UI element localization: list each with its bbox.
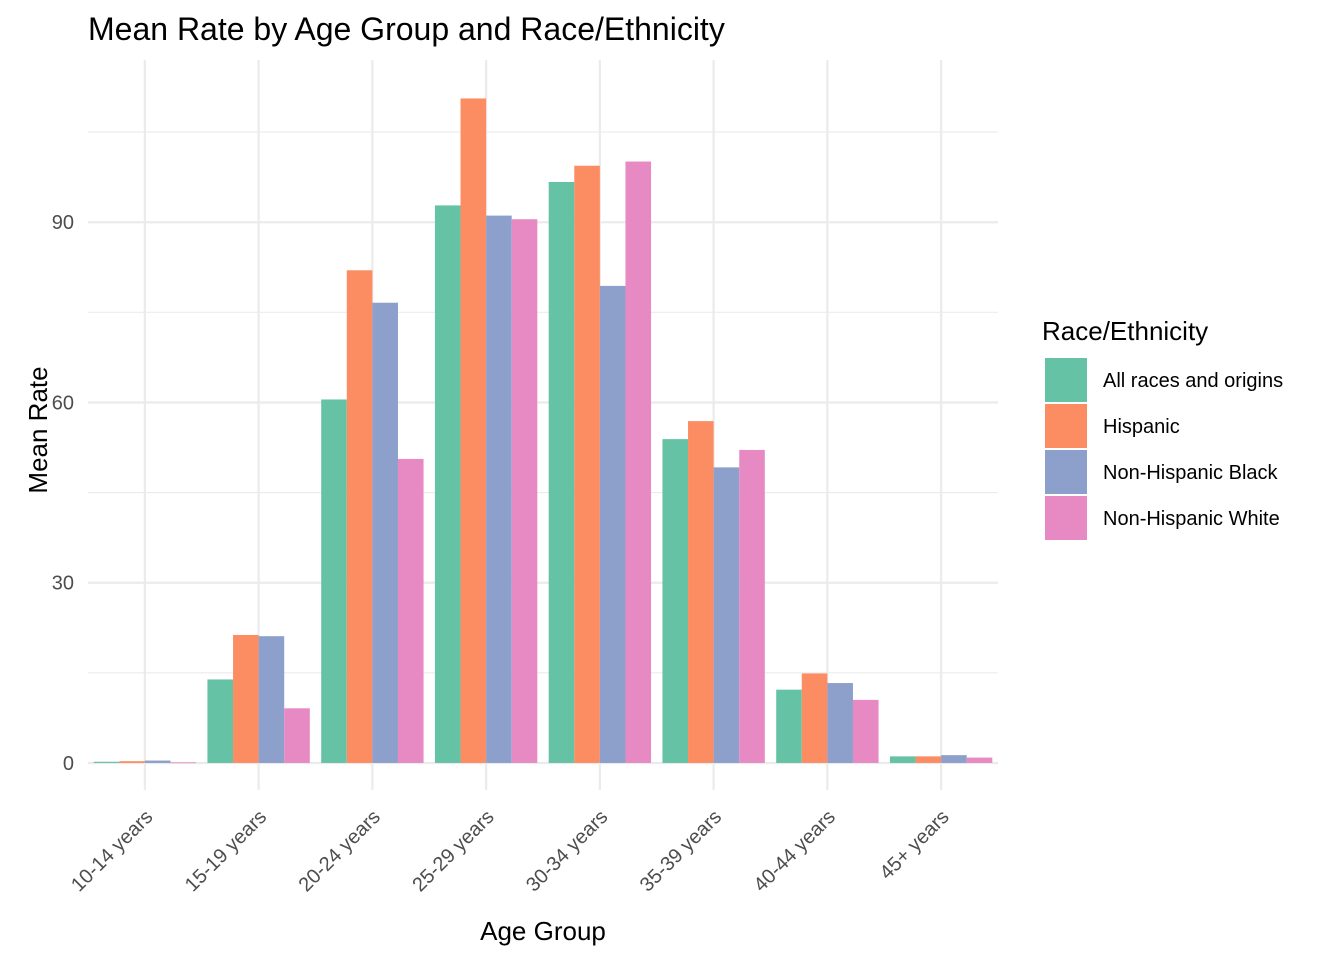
chart-title: Mean Rate by Age Group and Race/Ethnicit…: [88, 11, 725, 47]
bar: [966, 757, 993, 763]
bar: [434, 205, 461, 763]
bar: [574, 165, 600, 763]
legend-label: All races and origins: [1103, 370, 1283, 392]
x-tick-label: 20-24 years: [295, 806, 385, 896]
bars: [93, 98, 993, 764]
x-tick-label: 30-34 years: [522, 806, 612, 896]
legend-swatch: [1045, 358, 1087, 402]
bar: [119, 761, 145, 763]
y-tick-label: 90: [52, 212, 74, 234]
bar: [511, 219, 538, 763]
bar: [889, 756, 916, 763]
bar: [801, 673, 828, 763]
legend-swatch: [1045, 450, 1087, 494]
x-axis-title: Age Group: [480, 916, 606, 946]
y-tick-label: 0: [63, 753, 74, 775]
bar: [625, 161, 652, 763]
bar: [284, 708, 310, 763]
bar: [346, 270, 373, 763]
bar: [486, 215, 512, 763]
legend-label: Hispanic: [1103, 416, 1180, 438]
bar: [144, 760, 171, 763]
legend-swatch: [1045, 404, 1087, 448]
bar: [372, 302, 398, 763]
legend: Race/Ethnicity All races and origins Hisp…: [1042, 316, 1283, 540]
bar: [662, 439, 689, 763]
y-tick-label: 60: [52, 392, 74, 414]
bar: [713, 467, 740, 763]
bar: [915, 756, 942, 763]
x-axis-ticks: 10-14 years 15-19 years 20-24 years 25-29 y…: [67, 806, 953, 896]
legend-swatch: [1045, 496, 1087, 540]
x-tick-label: 40-44 years: [750, 806, 840, 896]
bar: [776, 689, 802, 763]
bar: [941, 755, 967, 763]
legend-label: Non-Hispanic White: [1103, 508, 1280, 530]
bar: [207, 679, 234, 763]
legend-label: Non-Hispanic Black: [1103, 462, 1279, 484]
bar: [599, 285, 626, 763]
bar: [460, 98, 487, 763]
bar: [233, 634, 259, 763]
x-tick-label: 35-39 years: [636, 806, 726, 896]
bar: [93, 761, 120, 763]
bar: [397, 458, 424, 763]
x-tick-label: 15-19 years: [181, 806, 271, 896]
bar: [852, 699, 879, 763]
y-tick-label: 30: [52, 573, 74, 595]
bar: [321, 399, 347, 763]
legend-title: Race/Ethnicity: [1042, 316, 1208, 346]
bar: [258, 636, 285, 763]
bar: [739, 449, 765, 763]
bar: [688, 421, 714, 763]
bar: [170, 762, 197, 764]
x-tick-label: 25-29 years: [408, 806, 498, 896]
bar: [827, 683, 853, 763]
y-axis-ticks: 0 30 60 90: [52, 212, 74, 775]
bar: [548, 181, 575, 763]
x-tick-label: 10-14 years: [67, 806, 157, 896]
y-axis-title: Mean Rate: [23, 366, 53, 493]
x-tick-label: 45+ years: [876, 806, 954, 884]
